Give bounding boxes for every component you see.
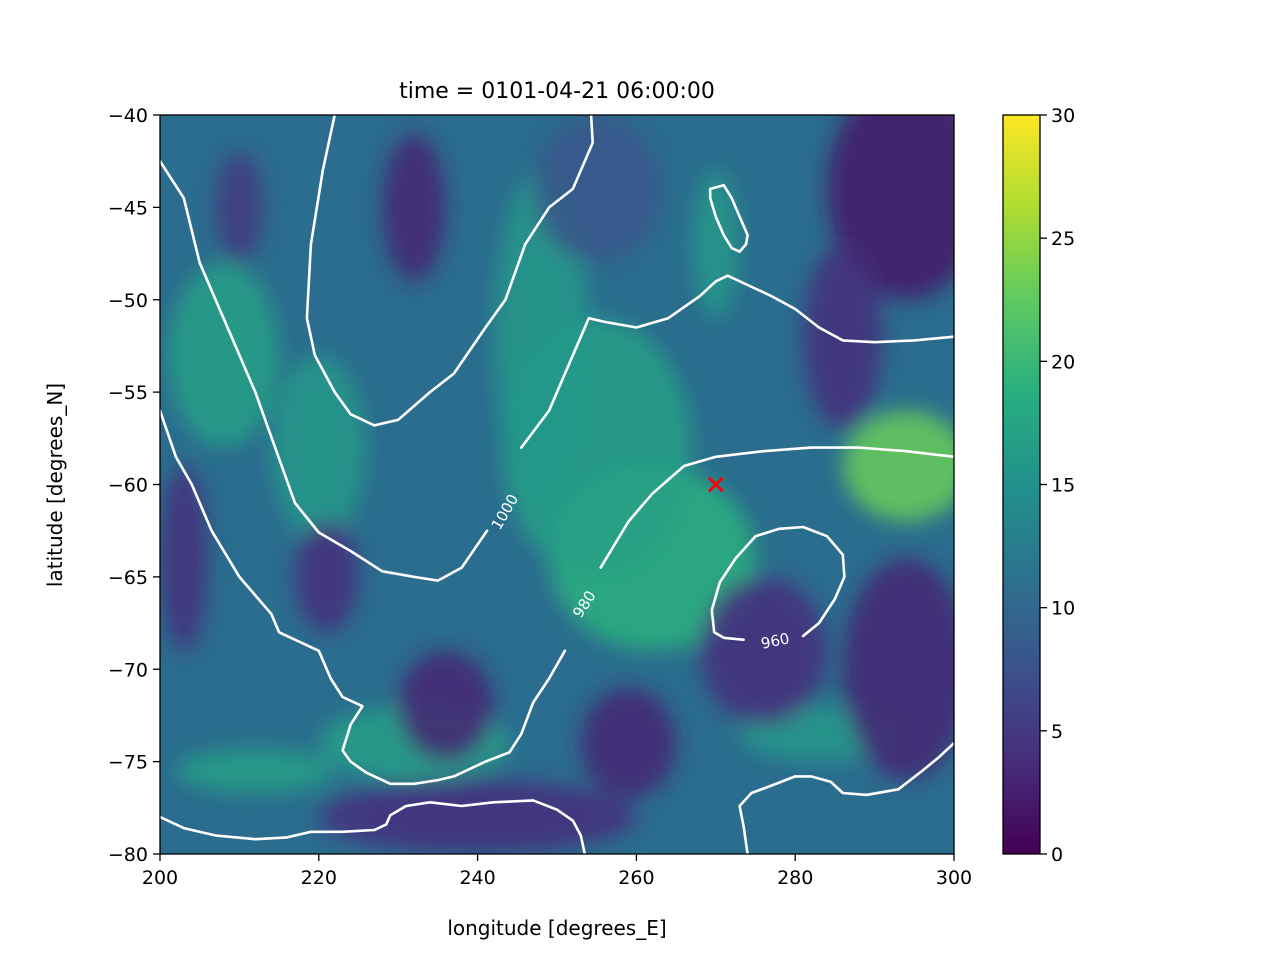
field-blob [580,687,677,799]
contour-line-1000 [708,183,749,253]
colorbar-ticks: 0 5 10 15 20 25 30 [1040,105,1075,866]
field-blob [842,410,954,522]
x-tick-label: 240 [459,867,495,889]
field-blob [699,576,827,725]
contour-line-980 [160,409,567,786]
y-tick-label: −40 [108,105,148,127]
x-tick-label: 280 [777,867,813,889]
x-axis-ticks: 200 220 240 260 280 300 [142,854,972,889]
contour-line-1000 [160,159,489,582]
field-blob [533,115,661,263]
field-blob [493,170,589,503]
colorbar: 0 5 10 15 20 25 30 [1002,105,1075,866]
colorbar-tick-label: 10 [1051,598,1075,620]
colorbar-tick-label: 15 [1051,475,1075,497]
x-tick-label: 200 [142,867,178,889]
contour-line-980 [160,799,587,854]
red-x-marker [707,476,724,493]
y-tick-label: −50 [108,290,148,312]
x-tick-label: 220 [301,867,337,889]
y-tick-label: −75 [108,752,148,774]
field-blob [175,748,335,794]
y-tick-label: −55 [108,382,148,404]
field-blob [215,151,264,263]
colorbar-gradient [1003,115,1040,854]
field-blob [167,262,280,448]
field-blob [318,780,637,854]
contour-label: 960 [759,629,791,653]
y-axis-ticks: −80 −75 −70 −65 −60 −55 −50 −45 −40 [108,105,160,866]
contour-line-1000 [305,115,594,427]
field-blob [398,650,494,762]
y-axis-label: latitude [degrees_N] [43,383,67,587]
field-blob [803,244,883,430]
contour-line-1000 [520,274,954,449]
y-tick-label: −65 [108,567,148,589]
contour-line-980 [738,741,954,854]
chart-title: time = 0101-04-21 06:00:00 [399,79,715,104]
colorbar-tick-label: 5 [1051,721,1063,743]
colorbar-tick-label: 20 [1051,351,1075,373]
field-blob [691,170,740,319]
field-blob [160,466,208,651]
field-blob [382,133,446,282]
colorbar-tick-label: 25 [1051,228,1075,250]
y-tick-label: −80 [108,844,148,866]
y-tick-label: −70 [108,659,148,681]
field-blob [294,521,359,633]
marker-layer [707,476,724,493]
contour-line-960 [710,525,846,641]
colorbar-tick-label: 0 [1051,844,1063,866]
x-tick-label: 300 [936,867,972,889]
y-tick-label: −60 [108,475,148,497]
x-tick-label: 260 [618,867,654,889]
colorbar-tick-label: 30 [1051,105,1075,127]
field-blob [271,355,367,540]
contour-line-980 [599,446,954,569]
x-axis-label: longitude [degrees_E] [447,916,666,940]
field-blob [842,558,954,781]
y-tick-label: −45 [108,197,148,219]
